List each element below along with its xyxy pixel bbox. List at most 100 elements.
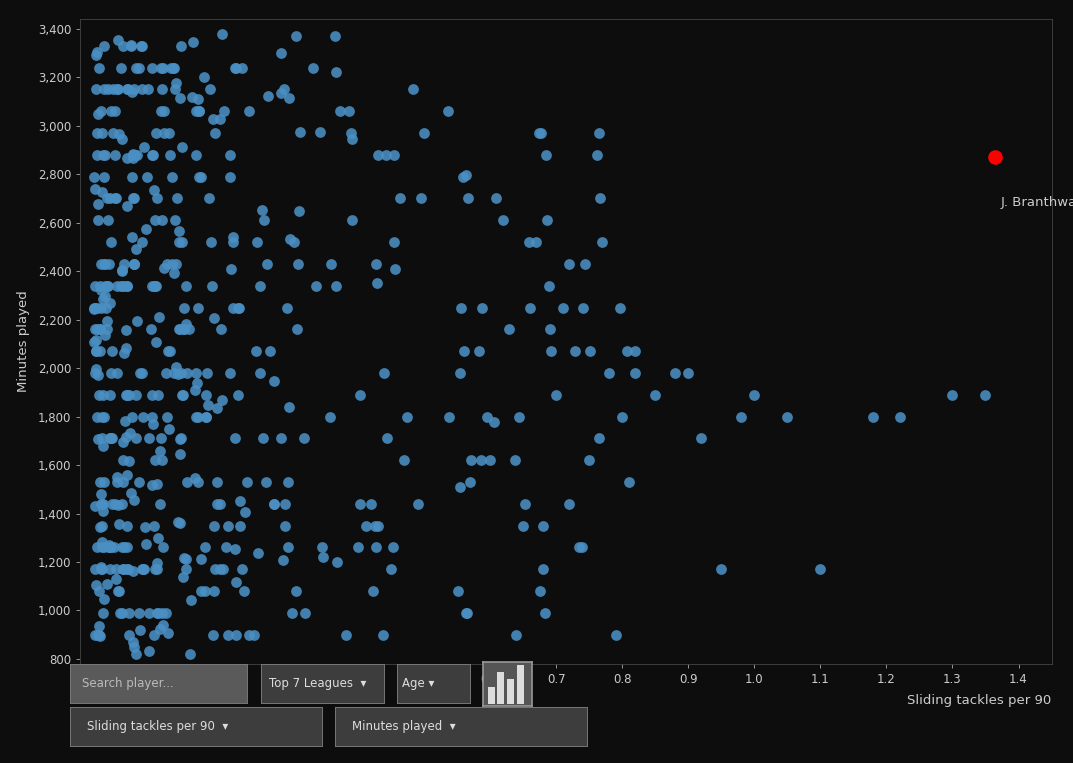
- Point: [108, 476, 126, 488]
- Point: [221, 170, 238, 182]
- Point: [386, 236, 403, 248]
- Point: [222, 263, 239, 275]
- Point: [149, 557, 166, 569]
- Point: [462, 454, 480, 466]
- Point: [92, 285, 109, 297]
- Point: [115, 40, 132, 52]
- Point: [94, 388, 112, 401]
- Point: [126, 83, 143, 95]
- Point: [171, 323, 188, 335]
- Point: [158, 607, 175, 619]
- Point: [103, 105, 120, 118]
- Point: [89, 369, 106, 381]
- Point: [290, 258, 307, 270]
- Point: [369, 149, 386, 161]
- Point: [159, 258, 176, 270]
- Point: [101, 539, 118, 551]
- Point: [91, 630, 108, 642]
- Point: [107, 497, 124, 510]
- Point: [314, 551, 332, 563]
- Point: [561, 258, 578, 270]
- Point: [265, 497, 282, 510]
- Point: [144, 418, 161, 430]
- Point: [350, 542, 367, 554]
- Point: [97, 329, 114, 341]
- Point: [192, 170, 209, 182]
- Point: [590, 127, 607, 139]
- Point: [98, 578, 115, 590]
- Point: [201, 83, 218, 95]
- Point: [109, 34, 127, 46]
- Point: [87, 324, 104, 336]
- Point: [92, 561, 109, 573]
- Point: [226, 62, 244, 74]
- Point: [167, 258, 185, 270]
- Point: [214, 563, 231, 575]
- Point: [90, 585, 107, 597]
- Point: [275, 554, 292, 566]
- Point: [90, 620, 107, 632]
- Point: [189, 301, 206, 314]
- Point: [313, 542, 330, 554]
- Point: [128, 648, 145, 660]
- Point: [168, 516, 186, 528]
- Point: [175, 324, 192, 336]
- Point: [532, 585, 549, 597]
- Point: [363, 497, 380, 510]
- Point: [535, 607, 553, 619]
- Point: [159, 410, 176, 423]
- Point: [227, 575, 245, 588]
- Point: [191, 105, 208, 118]
- Point: [93, 520, 111, 532]
- Point: [90, 629, 107, 641]
- Point: [944, 388, 961, 401]
- Point: [115, 258, 132, 270]
- Point: [470, 345, 487, 357]
- Point: [116, 347, 133, 359]
- Point: [591, 192, 608, 204]
- Point: [108, 279, 126, 291]
- Point: [506, 454, 524, 466]
- Point: [200, 192, 217, 204]
- Point: [252, 367, 269, 379]
- Point: [120, 388, 137, 401]
- Point: [574, 301, 591, 314]
- Point: [152, 62, 170, 74]
- Point: [196, 542, 214, 554]
- Point: [500, 324, 517, 336]
- Point: [103, 542, 120, 554]
- Point: [340, 105, 357, 118]
- Point: [812, 563, 829, 575]
- Point: [90, 388, 107, 401]
- Point: [144, 410, 161, 423]
- Point: [461, 476, 479, 488]
- Point: [620, 476, 637, 488]
- Point: [283, 607, 300, 619]
- Point: [276, 497, 293, 510]
- Point: [118, 324, 135, 336]
- Point: [109, 585, 127, 597]
- Point: [92, 105, 109, 118]
- Point: [143, 149, 160, 161]
- Point: [87, 367, 104, 379]
- Point: [93, 127, 111, 139]
- Point: [328, 555, 346, 568]
- Point: [338, 629, 355, 641]
- Point: [174, 141, 191, 153]
- Point: [108, 367, 126, 379]
- Point: [296, 607, 313, 619]
- Point: [176, 324, 193, 336]
- Point: [95, 476, 113, 488]
- Point: [582, 345, 599, 357]
- Point: [601, 367, 618, 379]
- Point: [153, 454, 171, 466]
- Point: [233, 62, 250, 74]
- Point: [190, 410, 207, 423]
- Point: [534, 520, 552, 532]
- Point: [91, 629, 108, 641]
- Point: [250, 546, 267, 559]
- Point: [238, 476, 255, 488]
- Point: [148, 478, 165, 491]
- Point: [260, 89, 277, 101]
- Point: [511, 410, 528, 423]
